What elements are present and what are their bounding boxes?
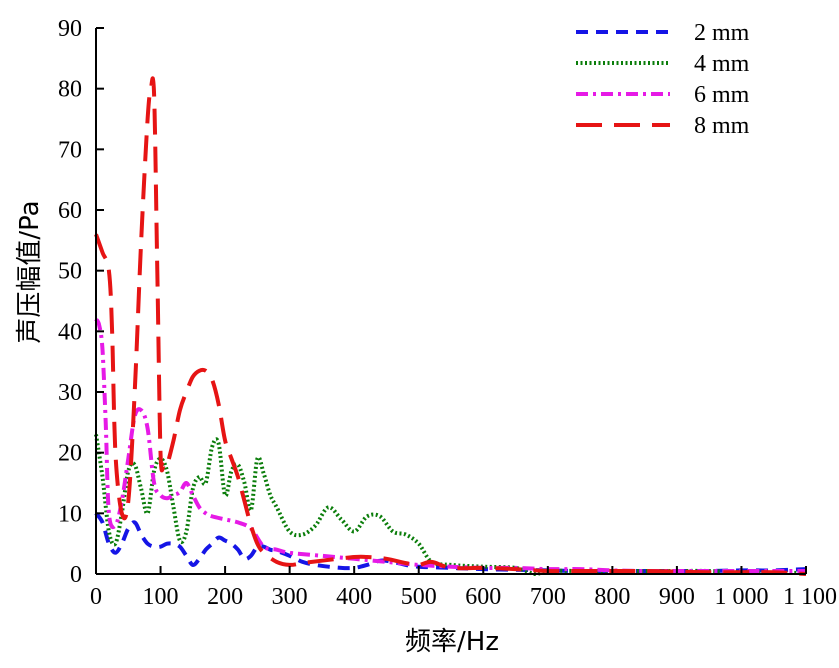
x-tick-label: 1 100: [783, 584, 837, 610]
y-tick-label: 90: [58, 16, 82, 42]
legend-label: 2 mm: [694, 20, 750, 46]
x-tick-label: 100: [143, 584, 179, 610]
series-line-1: [94, 512, 807, 574]
x-tick-label: 0: [90, 584, 102, 610]
plot-lines: [94, 76, 807, 577]
x-tick-label: 900: [659, 584, 695, 610]
y-tick-label: 80: [58, 77, 82, 103]
legend-label: 4 mm: [694, 51, 750, 77]
y-tick-label: 40: [58, 319, 82, 345]
series-line-2: [94, 434, 807, 577]
y-tick-label: 10: [58, 501, 82, 527]
series-line-3: [94, 318, 806, 574]
legend-label: 8 mm: [694, 113, 750, 139]
x-tick-label: 500: [401, 584, 437, 610]
legend-label: 6 mm: [694, 82, 750, 108]
x-tick-label: 200: [207, 584, 243, 610]
y-tick-label: 70: [58, 137, 82, 163]
x-tick-label: 1 000: [714, 584, 768, 610]
x-tick-label: 400: [336, 584, 372, 610]
y-tick-label: 30: [58, 380, 82, 406]
legend: 2 mm 4 mm 6 mm 8 mm: [576, 20, 750, 139]
y-tick-label: 0: [70, 562, 82, 588]
y-tick-label: 60: [58, 198, 82, 224]
y-tick-label: 50: [58, 259, 82, 285]
axes: [95, 27, 807, 575]
x-tick-label: 300: [272, 584, 308, 610]
series-line-4: [94, 76, 807, 576]
x-tick-label: 600: [465, 584, 501, 610]
x-tick-label: 800: [594, 584, 630, 610]
x-tick-label: 700: [530, 584, 566, 610]
y-axis-label: 声压幅值/Pa: [15, 200, 45, 343]
y-tick-label: 20: [58, 441, 82, 467]
x-axis-label: 频率/Hz: [405, 627, 499, 657]
